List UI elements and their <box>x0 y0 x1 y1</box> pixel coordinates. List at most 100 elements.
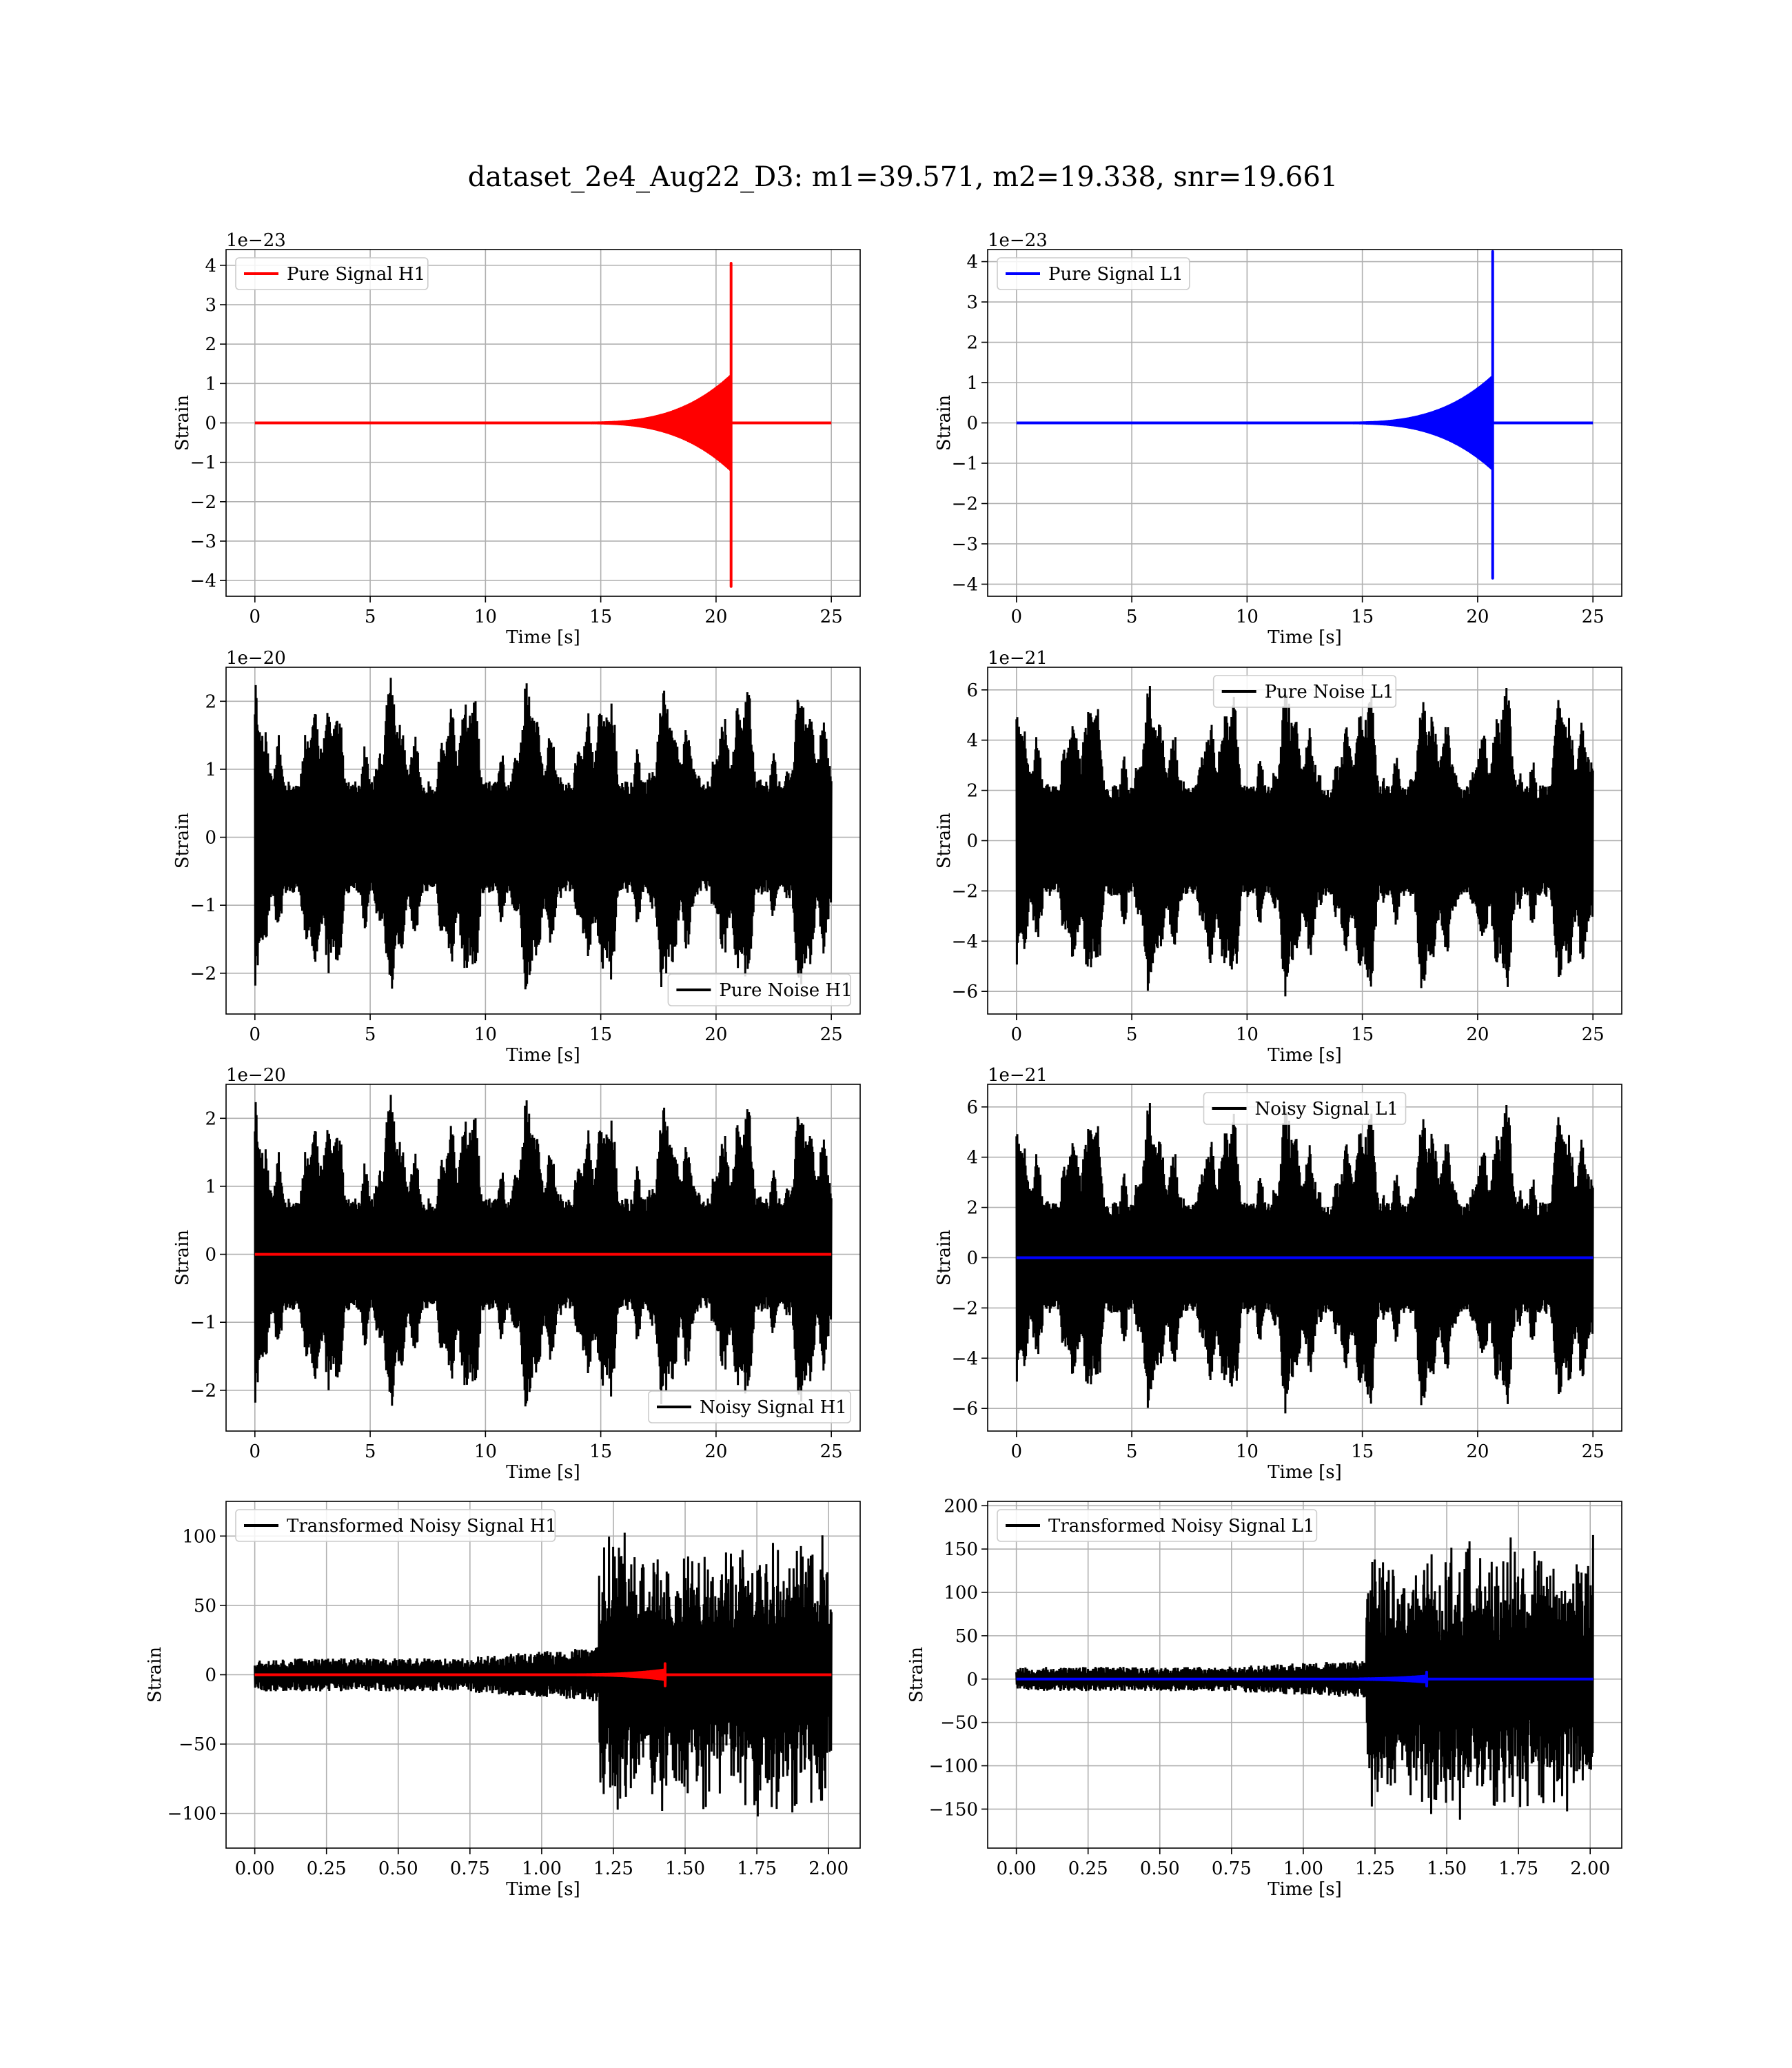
x-axis-label: Time [s] <box>506 627 580 648</box>
y-axis-label: Strain <box>145 1647 165 1703</box>
y-tick-label: 0 <box>966 831 978 852</box>
series-line-pure-signal-h1 <box>254 262 832 588</box>
y-tick-label: 2 <box>205 691 216 712</box>
x-tick-label: 5 <box>1126 1024 1138 1045</box>
y-tick-label: 2 <box>205 1108 216 1129</box>
x-tick-label: 2.00 <box>1570 1858 1610 1879</box>
x-tick-label: 1.25 <box>593 1858 633 1879</box>
y-offset-text: 1e−23 <box>226 230 286 251</box>
x-tick-label: 5 <box>365 1024 376 1045</box>
x-axis-label: Time [s] <box>1267 627 1342 648</box>
x-tick-label: 0 <box>250 1024 261 1045</box>
y-tick-label: −100 <box>929 1756 978 1777</box>
x-tick-label: 15 <box>589 1024 612 1045</box>
y-tick-label: 3 <box>966 292 978 313</box>
legend-box <box>667 973 851 1006</box>
panel-transformed-noisy-signal-h1: 0.00 0.25 0.50 0.75 1.00 1.25 1.50 1.75 2.00 −100… <box>145 1501 861 1900</box>
y-tick-label: −2 <box>190 964 216 984</box>
x-axis-label: Time [s] <box>1267 1462 1342 1483</box>
plot-area <box>254 262 832 588</box>
legend-label: Noisy Signal L1 <box>1255 1099 1398 1119</box>
series-line-overlay-1 <box>1015 1670 1594 1687</box>
legend-label: Pure Noise H1 <box>719 980 852 1001</box>
y-tick-label: −2 <box>952 494 978 514</box>
x-tick-label: 10 <box>1236 1024 1259 1045</box>
y-tick-label: −4 <box>952 574 978 595</box>
y-tick-label: −2 <box>190 492 216 513</box>
panel-pure-noise-h1: 0 5 10 15 20 25 −2 −1 0 1 2 Time [s] Strain 1e−20 Pure… <box>172 648 861 1066</box>
x-tick-label: 5 <box>365 1441 376 1462</box>
legend-box <box>235 257 429 290</box>
y-tick-label: −2 <box>952 1298 978 1319</box>
y-tick-label: −2 <box>952 881 978 902</box>
plot-area <box>1015 1534 1594 1820</box>
plot-area <box>1015 685 1594 997</box>
plot-area <box>1015 250 1594 580</box>
y-tick-label: −4 <box>952 1348 978 1369</box>
y-tick-label: 0 <box>205 828 216 849</box>
y-tick-label: 1 <box>205 760 216 780</box>
y-tick-label: 2 <box>966 781 978 802</box>
y-tick-label: 0 <box>205 1245 216 1266</box>
series-line-pure-noise-l1 <box>1015 685 1594 997</box>
x-tick-label: 20 <box>1466 1441 1489 1462</box>
x-tick-label: 15 <box>1351 607 1374 627</box>
x-tick-label: 0.50 <box>1140 1858 1180 1879</box>
panel-transformed-noisy-signal-l1: 0.00 0.25 0.50 0.75 1.00 1.25 1.50 1.75 2.00 −150… <box>906 1496 1622 1900</box>
x-tick-label: 15 <box>589 1441 612 1462</box>
y-tick-label: 1 <box>205 1177 216 1197</box>
x-axis-label: Time [s] <box>506 1045 580 1066</box>
y-tick-label: 4 <box>966 1148 978 1168</box>
y-tick-label: 2 <box>966 333 978 354</box>
plot-area <box>1015 1102 1594 1414</box>
y-tick-label: 2 <box>966 1198 978 1219</box>
x-tick-label: 1.75 <box>1498 1858 1538 1879</box>
y-axis-label: Strain <box>172 813 193 869</box>
legend: Pure Noise H1 <box>667 973 853 1006</box>
y-tick-label: 100 <box>182 1526 216 1547</box>
plot-area <box>254 1095 833 1407</box>
legend-label: Noisy Signal H1 <box>700 1397 847 1418</box>
y-tick-label: −3 <box>190 531 216 552</box>
x-tick-label: 0.50 <box>378 1858 418 1879</box>
legend-box <box>648 1390 851 1423</box>
y-tick-label: −1 <box>190 453 216 474</box>
y-tick-label: −100 <box>167 1804 216 1825</box>
x-tick-label: 20 <box>704 1024 727 1045</box>
x-tick-label: 0 <box>1011 607 1023 627</box>
x-tick-label: 5 <box>1126 1441 1138 1462</box>
x-tick-label: 1.75 <box>737 1858 777 1879</box>
x-tick-label: 1.50 <box>665 1858 705 1879</box>
x-tick-label: 10 <box>1236 607 1259 627</box>
y-offset-text: 1e−21 <box>988 1065 1048 1086</box>
y-offset-text: 1e−20 <box>226 1065 286 1086</box>
legend: Noisy Signal H1 <box>648 1390 851 1423</box>
y-tick-label: 4 <box>205 256 216 276</box>
y-axis-label: Strain <box>172 1230 193 1286</box>
x-axis-label: Time [s] <box>1267 1879 1342 1900</box>
y-offset-text: 1e−21 <box>988 648 1048 669</box>
x-tick-label: 2.00 <box>808 1858 848 1879</box>
y-tick-label: 6 <box>966 680 978 701</box>
x-tick-label: 0.00 <box>997 1858 1037 1879</box>
panel-noisy-signal-h1: 0 5 10 15 20 25 −2 −1 0 1 2 Time [s] Strain 1e−20 Nois… <box>172 1065 861 1483</box>
y-tick-label: −1 <box>190 895 216 916</box>
series-line-pure-noise-h1 <box>254 678 833 990</box>
y-tick-label: 0 <box>966 414 978 434</box>
y-tick-label: −50 <box>179 1734 216 1755</box>
x-tick-label: 10 <box>1236 1441 1259 1462</box>
panel-pure-signal-l1: 0 5 10 15 20 25 −4 −3 −2 −1 0 1 2 3 4 Time [s] Strain 1e−… <box>934 230 1622 648</box>
y-tick-label: −2 <box>190 1381 216 1401</box>
y-tick-label: −4 <box>952 931 978 952</box>
series-line-transformed-noisy-signal-h1 <box>254 1532 833 1817</box>
legend-box <box>997 257 1190 290</box>
x-tick-label: 1.00 <box>1283 1858 1323 1879</box>
x-tick-label: 20 <box>704 607 727 627</box>
y-offset-text: 1e−20 <box>226 648 286 669</box>
y-tick-label: 50 <box>955 1626 978 1647</box>
x-tick-label: 25 <box>1582 1441 1605 1462</box>
legend: Noisy Signal L1 <box>1203 1092 1407 1125</box>
y-tick-label: 200 <box>944 1496 978 1517</box>
x-tick-label: 0.00 <box>235 1858 275 1879</box>
